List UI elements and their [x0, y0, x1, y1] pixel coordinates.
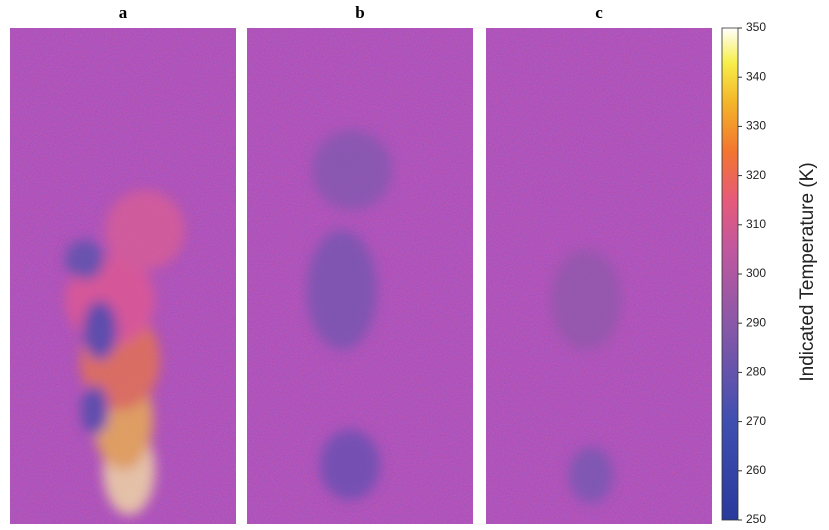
tick-label: 260	[746, 463, 766, 477]
tick-label: 320	[746, 168, 766, 182]
image-panel	[10, 28, 236, 524]
tick-label: 310	[746, 217, 766, 231]
tick-label: 270	[746, 414, 766, 428]
tick-label: 340	[746, 69, 766, 83]
tick-label: 250	[746, 512, 766, 526]
tick-label: 330	[746, 119, 766, 133]
image-panel	[247, 28, 473, 524]
panel-title: c	[595, 3, 603, 22]
panel-noise	[486, 28, 712, 524]
colorbar-label: Indicated Temperature (K)	[797, 162, 818, 381]
panel-title: a	[119, 3, 128, 22]
panels	[10, 28, 712, 524]
panel-noise	[10, 28, 236, 524]
tick-label: 350	[746, 20, 766, 34]
tick-label: 290	[746, 315, 766, 329]
tick-label: 280	[746, 365, 766, 379]
image-panel	[486, 28, 712, 524]
colorbar	[721, 27, 739, 521]
panel-noise	[247, 28, 473, 524]
tick-label: 300	[746, 266, 766, 280]
panel-title: b	[355, 3, 364, 22]
